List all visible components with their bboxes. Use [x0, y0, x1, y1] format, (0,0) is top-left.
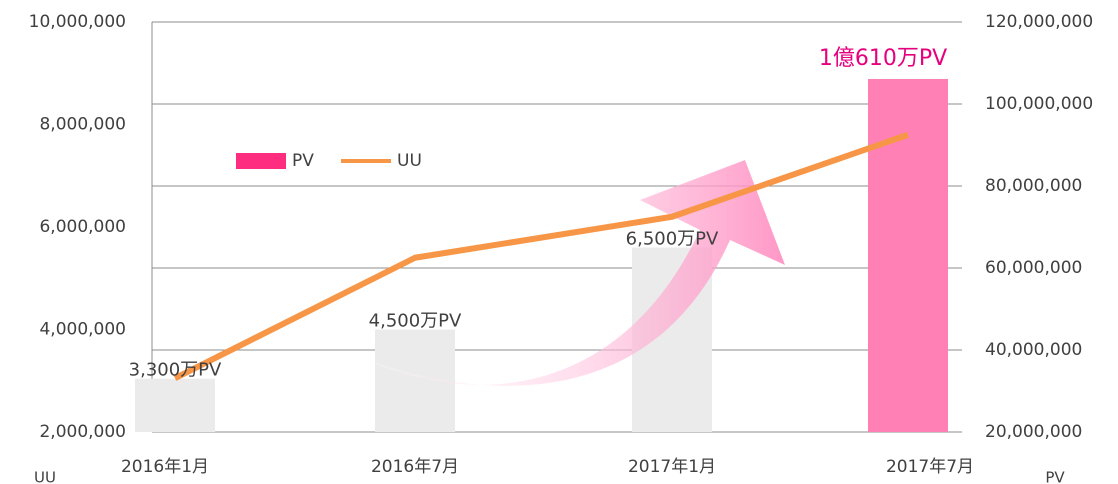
- x-tick-label: 2017年7月: [886, 457, 974, 477]
- y-tick-label: 10,000,000: [29, 12, 126, 32]
- value-label: 4,500万PV: [369, 311, 462, 332]
- y2-tick-label: 60,000,000: [985, 258, 1082, 278]
- y-axis-label: UU: [34, 469, 56, 484]
- y2-tick-label: 80,000,000: [985, 176, 1082, 196]
- x-tick-label: 2017年1月: [628, 457, 716, 477]
- y2-axis-label: PV: [1045, 469, 1065, 484]
- legend-label: PV: [292, 151, 314, 171]
- y2-tick-label: 40,000,000: [985, 340, 1082, 360]
- x-tick-label: 2016年1月: [121, 457, 209, 477]
- bar: [868, 79, 948, 432]
- value-label: 3,300万PV: [129, 360, 222, 381]
- value-label: 1億610万PV: [819, 46, 947, 71]
- value-label: 6,500万PV: [626, 229, 719, 250]
- chart: 2,000,000 4,000,000 6,000,000 8,000,000 10,0…: [0, 0, 1118, 484]
- y2-tick-label: 120,000,000: [985, 12, 1093, 32]
- legend-label: UU: [397, 151, 422, 171]
- y-tick-label: 6,000,000: [39, 217, 126, 237]
- y-tick-label: 8,000,000: [39, 115, 126, 135]
- y-tick-label: 2,000,000: [39, 422, 126, 442]
- legend-swatch: [236, 153, 286, 169]
- y2-tick-label: 20,000,000: [985, 422, 1082, 442]
- bar: [135, 379, 215, 432]
- y2-tick-label: 100,000,000: [985, 94, 1093, 114]
- y-tick-label: 4,000,000: [39, 320, 126, 340]
- x-tick-label: 2016年7月: [371, 457, 459, 477]
